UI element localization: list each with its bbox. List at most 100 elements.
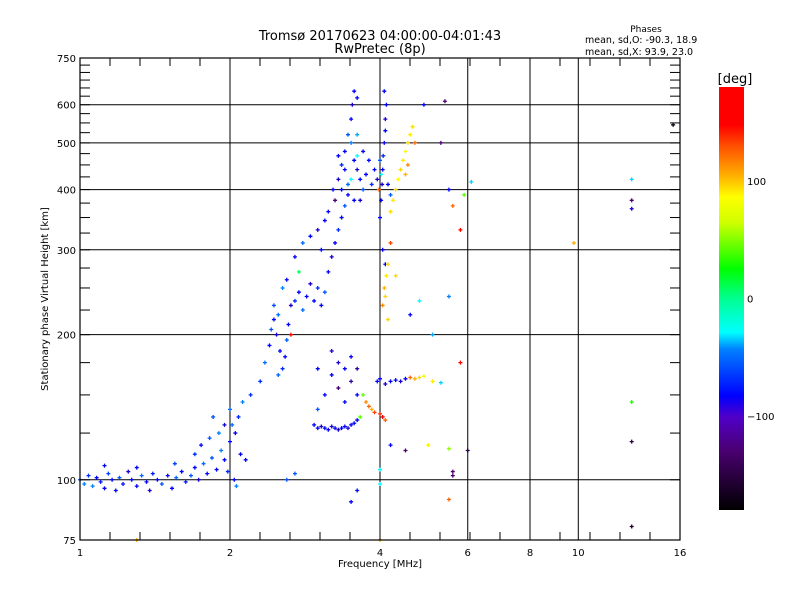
data-point <box>355 418 360 423</box>
data-point <box>393 187 398 192</box>
data-point <box>417 375 422 380</box>
data-point <box>421 102 426 107</box>
data-point <box>147 488 152 493</box>
data-point <box>383 117 388 122</box>
data-point <box>355 167 360 172</box>
x-tick-label: 16 <box>674 548 687 559</box>
data-point <box>296 269 301 274</box>
data-point <box>322 290 327 295</box>
data-point <box>396 177 401 182</box>
y-axis-label: Stationary phase Virtual Height [km] <box>40 207 51 391</box>
y-tick-label: 600 <box>57 101 76 112</box>
data-point <box>134 484 139 489</box>
data-point <box>336 153 341 158</box>
data-point <box>361 149 366 154</box>
data-point <box>388 192 393 197</box>
data-point <box>571 240 576 245</box>
data-point <box>134 465 139 470</box>
data-point <box>403 149 408 154</box>
data-point <box>375 177 380 182</box>
data-point <box>405 162 410 167</box>
data-point <box>361 392 366 397</box>
data-point <box>336 227 341 232</box>
data-point <box>378 376 382 381</box>
data-point <box>465 448 470 453</box>
data-point <box>326 427 331 432</box>
data-point <box>380 303 385 308</box>
data-point <box>378 482 382 487</box>
data-point <box>393 378 398 383</box>
data-point <box>232 477 237 482</box>
data-point <box>278 349 283 354</box>
data-point <box>284 337 289 342</box>
data-point <box>349 379 354 384</box>
data-point <box>385 317 390 322</box>
data-point <box>322 426 327 431</box>
data-point <box>382 140 387 145</box>
data-point <box>352 198 357 203</box>
data-point <box>403 448 408 453</box>
data-point <box>248 392 253 397</box>
data-point <box>342 424 347 429</box>
data-point <box>384 102 389 107</box>
data-point <box>86 473 91 478</box>
data-point <box>150 471 155 476</box>
data-point <box>462 192 467 197</box>
data-point <box>269 327 274 332</box>
data-point <box>378 467 382 472</box>
data-point <box>201 461 206 466</box>
data-point <box>671 122 676 127</box>
data-point <box>267 343 272 348</box>
data-point <box>350 102 355 107</box>
data-point <box>205 471 210 476</box>
data-point <box>315 366 320 371</box>
data-point <box>296 290 301 295</box>
data-point <box>381 153 386 158</box>
data-point <box>319 424 324 429</box>
data-point <box>629 177 634 182</box>
data-point <box>369 407 374 412</box>
data-point <box>345 182 350 187</box>
data-point <box>408 375 413 380</box>
data-point <box>412 140 417 145</box>
data-point <box>380 247 385 252</box>
data-point <box>192 452 197 457</box>
data-point <box>240 400 245 404</box>
data-point <box>284 277 289 282</box>
y-tick-label: 200 <box>57 331 76 342</box>
data-point <box>342 167 347 172</box>
stats-o-mode: mean, sd,O: -90.3, 18.9 <box>585 35 697 46</box>
data-point <box>292 298 297 303</box>
data-point <box>345 426 350 431</box>
data-point <box>258 379 263 384</box>
data-point <box>629 400 634 404</box>
data-point <box>383 382 388 387</box>
data-point <box>358 414 363 419</box>
data-point <box>121 482 126 487</box>
data-point <box>326 209 331 214</box>
data-point <box>233 431 238 436</box>
data-point <box>442 99 447 104</box>
data-point <box>446 294 451 299</box>
data-point <box>417 298 422 303</box>
data-point <box>378 158 382 163</box>
x-axis-label: Frequency [MHz] <box>338 559 422 570</box>
data-point <box>398 167 403 172</box>
data-point <box>139 473 144 478</box>
data-point <box>333 198 338 203</box>
data-point <box>196 477 201 482</box>
data-point <box>355 132 360 137</box>
data-point <box>380 167 385 172</box>
data-point <box>450 473 455 478</box>
data-point <box>336 386 341 391</box>
data-point <box>216 431 221 436</box>
data-point <box>342 203 347 208</box>
data-point <box>430 332 435 337</box>
data-point <box>329 349 334 354</box>
data-point <box>276 312 281 317</box>
data-point <box>372 167 377 172</box>
chart-title: Tromsø 20170623 04:00:00-04:01:43 <box>258 29 501 44</box>
data-point <box>388 379 393 384</box>
data-point <box>345 192 350 197</box>
data-point <box>209 455 214 460</box>
